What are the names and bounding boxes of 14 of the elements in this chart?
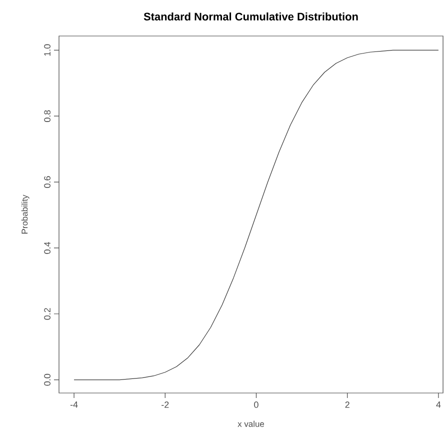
x-tick-label: -4 (70, 402, 78, 408)
x-tick-label: 2 (345, 402, 350, 408)
y-tick-label: 0.4 (44, 242, 50, 254)
y-tick-label: 0.2 (44, 308, 50, 320)
y-tick-label: 0.0 (44, 374, 50, 386)
x-tick-label: -2 (161, 402, 169, 408)
y-tick-label: 0.6 (44, 176, 50, 188)
y-tick-label: 0.8 (44, 110, 50, 122)
y-axis-title: Probability (21, 194, 30, 234)
x-axis-title: x value (238, 420, 264, 427)
chart-title: Standard Normal Cumulative Distribution (144, 12, 358, 20)
y-tick-label: 1.0 (44, 44, 50, 56)
x-tick-label: 4 (436, 402, 441, 408)
x-tick-label: 0 (254, 402, 258, 408)
